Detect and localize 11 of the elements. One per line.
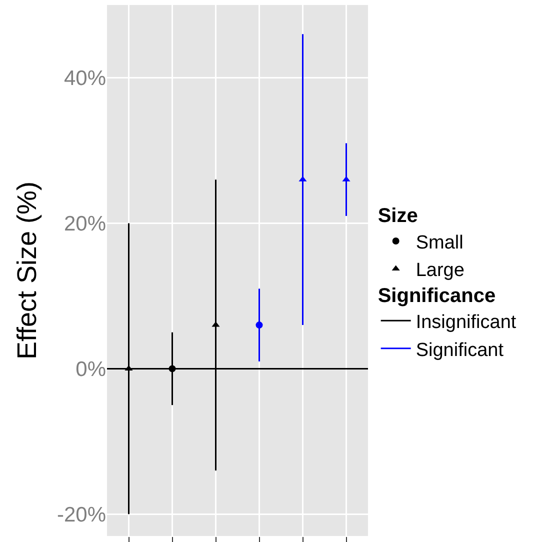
text: Significance [378, 284, 496, 307]
legend-label: Small [416, 232, 464, 254]
legend-label: Large [416, 260, 464, 282]
y-axis-title: Effect Size (%) [12, 181, 42, 360]
y-tick-label: -20% [56, 504, 106, 527]
legend-label: Insignificant [416, 312, 517, 334]
legend-label: Significant [416, 340, 504, 361]
y-tick-label: 40% [64, 67, 106, 90]
text: Size [378, 205, 418, 228]
y-tick-label: 0% [76, 358, 106, 382]
y-tick-label: 20% [64, 212, 106, 236]
